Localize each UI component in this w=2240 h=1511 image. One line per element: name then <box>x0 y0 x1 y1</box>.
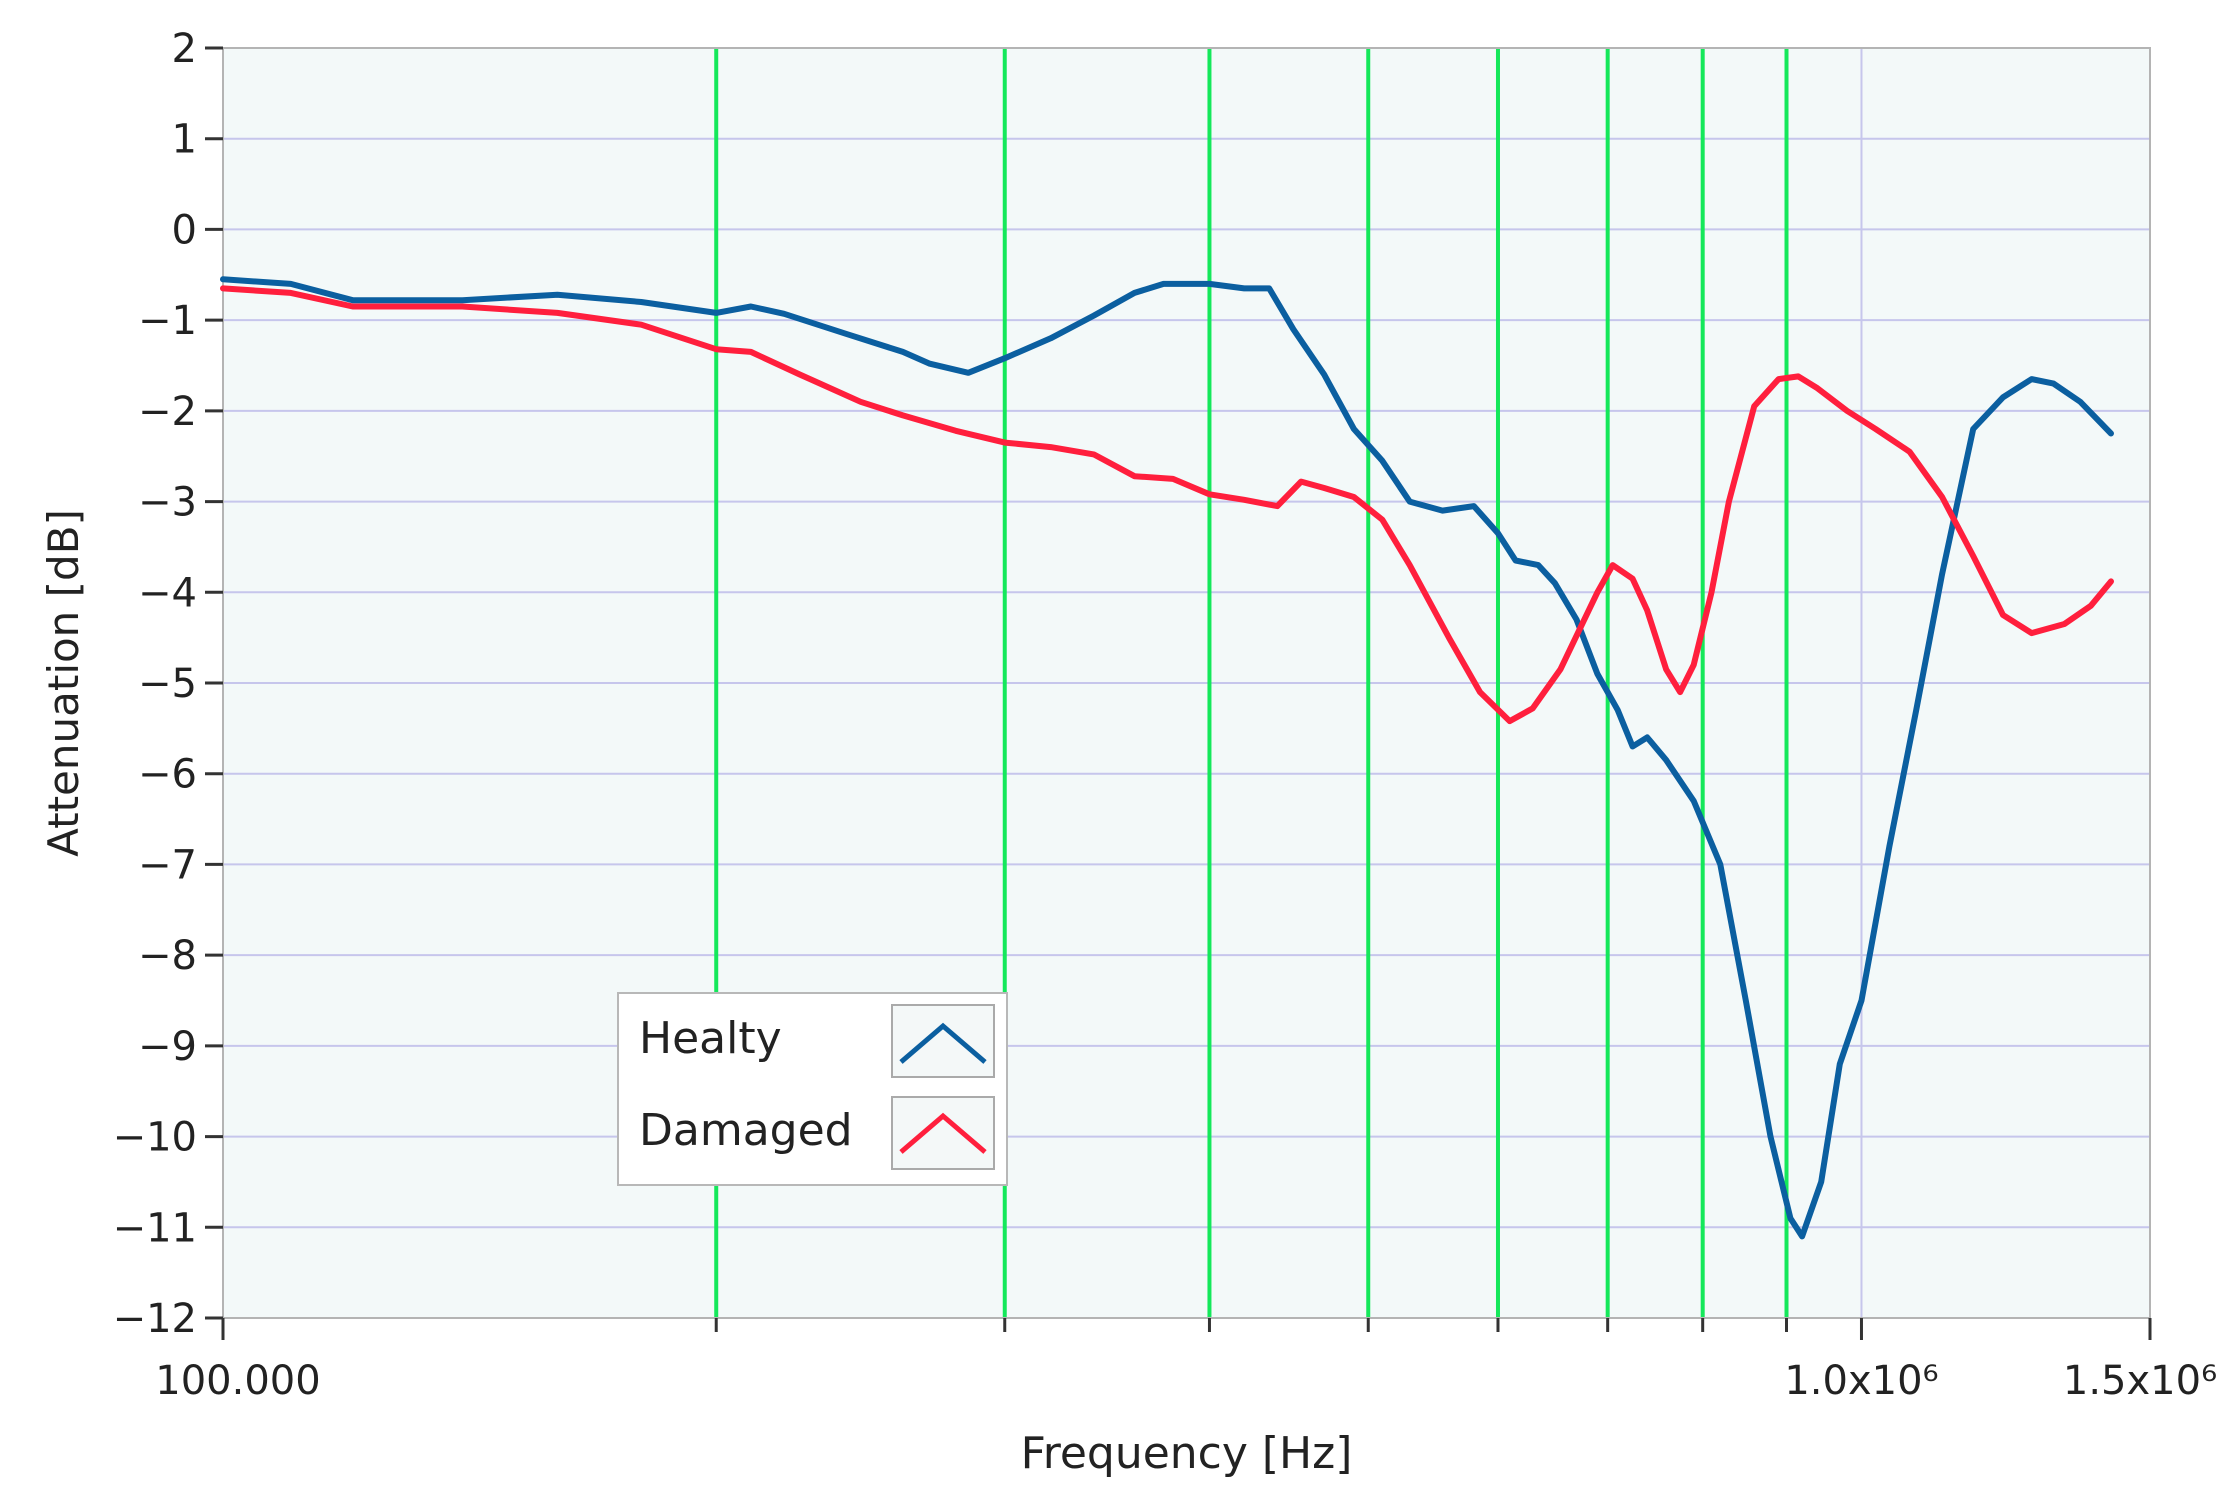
y-tick-label: −11 <box>113 1205 197 1251</box>
legend-swatch-healty <box>891 1004 995 1078</box>
y-tick-label: −6 <box>138 752 197 798</box>
legend-label-healty: Healty <box>639 1013 782 1064</box>
x-axis-label: Frequency [Hz] <box>1021 1428 1353 1479</box>
x-tick-label: 1.5x10⁶ <box>2063 1358 2217 1404</box>
legend-item-healty: Healty <box>619 994 1006 1084</box>
y-tick-label: 2 <box>172 26 197 72</box>
y-axis-label: Attenuation [dB] <box>39 509 88 857</box>
vertical-markers <box>714 48 1789 1318</box>
series-lines <box>220 276 2114 1240</box>
y-tick-label: −2 <box>138 389 197 435</box>
y-tick-label: 0 <box>172 207 197 253</box>
legend-label-damaged: Damaged <box>639 1105 853 1156</box>
series-line-damaged <box>220 285 2114 725</box>
y-tick-label: −5 <box>138 661 197 707</box>
y-tick-label: −9 <box>138 1024 197 1070</box>
y-tick-label: −10 <box>113 1115 197 1161</box>
legend-swatch-damaged <box>891 1096 995 1170</box>
y-tick-label: −1 <box>138 298 197 344</box>
y-tick-label: 1 <box>172 117 197 163</box>
axes: 2 1 0 −1 −2 −3 −4 −5 −6 −7 −8 −9 −10 −11 −12 100.000 1.0… <box>113 26 2218 1404</box>
y-tick-label: −7 <box>138 842 197 888</box>
series-line-healty <box>220 276 2114 1240</box>
y-tick-label: −8 <box>138 933 197 979</box>
legend-item-damaged: Damaged <box>619 1086 1006 1176</box>
x-tick-label: 1.0x10⁶ <box>1784 1358 1938 1404</box>
y-tick-label: −12 <box>113 1296 197 1342</box>
y-tick-label: −3 <box>138 480 197 526</box>
y-tick-label: −4 <box>138 570 197 616</box>
legend: Healty Damaged <box>617 992 1008 1186</box>
x-tick-label: 100.000 <box>155 1358 320 1404</box>
